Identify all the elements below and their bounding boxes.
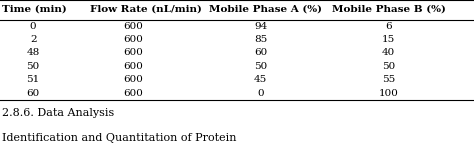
Text: 50: 50 <box>382 62 395 71</box>
Text: 51: 51 <box>27 75 40 84</box>
Text: 45: 45 <box>254 75 267 84</box>
Text: 600: 600 <box>123 62 143 71</box>
Text: 48: 48 <box>27 49 40 57</box>
Text: 85: 85 <box>254 35 267 44</box>
Text: 0: 0 <box>257 89 264 97</box>
Text: 600: 600 <box>123 22 143 31</box>
Text: 600: 600 <box>123 89 143 97</box>
Text: Mobile Phase A (%): Mobile Phase A (%) <box>209 5 321 14</box>
Text: 60: 60 <box>27 89 40 97</box>
Text: 600: 600 <box>123 49 143 57</box>
Text: Identification and Quantitation of Protein: Identification and Quantitation of Prote… <box>2 133 237 143</box>
Text: 94: 94 <box>254 22 267 31</box>
Text: 600: 600 <box>123 75 143 84</box>
Text: Mobile Phase B (%): Mobile Phase B (%) <box>332 5 446 14</box>
Text: 50: 50 <box>254 62 267 71</box>
Text: 100: 100 <box>379 89 399 97</box>
Text: 55: 55 <box>382 75 395 84</box>
Text: 2: 2 <box>30 35 36 44</box>
Text: 2.8.6. Data Analysis: 2.8.6. Data Analysis <box>2 108 115 118</box>
Text: 40: 40 <box>382 49 395 57</box>
Text: Flow Rate (nL/min): Flow Rate (nL/min) <box>90 5 202 14</box>
Text: 15: 15 <box>382 35 395 44</box>
Text: 6: 6 <box>385 22 392 31</box>
Text: 60: 60 <box>254 49 267 57</box>
Text: Time (min): Time (min) <box>2 5 67 14</box>
Text: 600: 600 <box>123 35 143 44</box>
Text: 0: 0 <box>30 22 36 31</box>
Text: 50: 50 <box>27 62 40 71</box>
